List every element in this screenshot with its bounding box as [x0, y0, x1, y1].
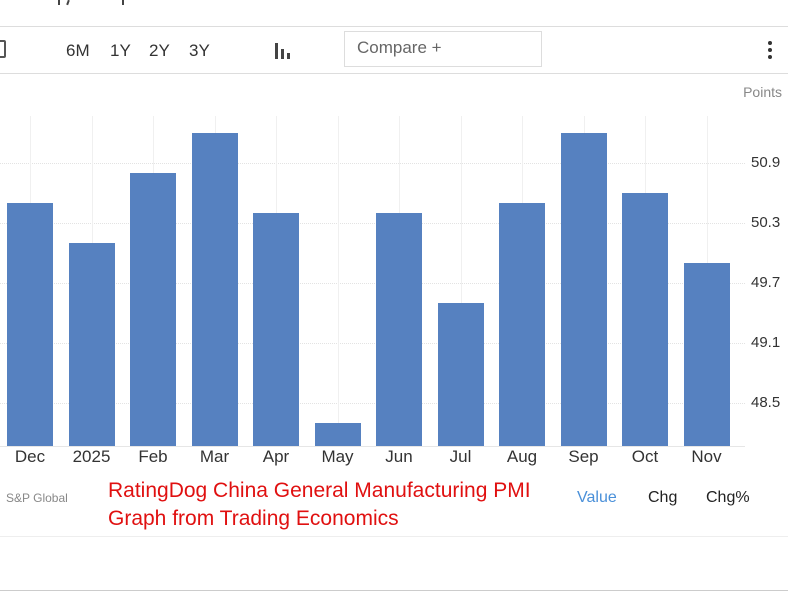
bar-2025[interactable] — [68, 243, 115, 446]
bar-mar[interactable] — [191, 133, 238, 446]
x-tick-label: Mar — [199, 447, 230, 466]
bar-chart-icon[interactable] — [274, 41, 292, 59]
y-tick-label: 49.7 — [751, 274, 781, 291]
tab-value[interactable]: Value — [577, 489, 617, 506]
gridline — [0, 163, 745, 164]
range-3y-button[interactable]: 3Y — [189, 41, 210, 60]
vertical-gridline — [337, 116, 339, 446]
y-axis-units: Points — [743, 84, 782, 100]
bar-may[interactable] — [314, 423, 361, 446]
bar-aug[interactable] — [499, 203, 545, 446]
x-tick-label: Jun — [385, 447, 413, 466]
gridline — [0, 283, 745, 284]
bar-feb[interactable] — [130, 173, 176, 446]
tab-chg-percent[interactable]: Chg% — [706, 489, 750, 506]
x-tick-label: 2025 — [72, 447, 111, 466]
calendar-icon[interactable] — [0, 40, 6, 58]
x-axis-line — [0, 446, 745, 447]
y-tick-label: 49.1 — [751, 334, 781, 351]
range-1y-button[interactable]: 1Y — [110, 41, 131, 60]
x-tick-label: Feb — [138, 447, 168, 466]
bar-chart-plot — [0, 116, 745, 446]
range-6m-button[interactable]: 6M — [66, 41, 90, 60]
x-tick-label: May — [321, 447, 354, 466]
bar-sep[interactable] — [560, 133, 607, 446]
x-tick-label: Dec — [14, 447, 46, 466]
compare-input[interactable]: Compare + — [344, 31, 542, 67]
bar-oct[interactable] — [622, 193, 668, 446]
tab-chg[interactable]: Chg — [648, 489, 678, 506]
x-tick-label: Aug — [506, 447, 538, 466]
divider — [0, 536, 788, 537]
vertical-gridline — [460, 116, 462, 446]
cropped-header-text — [0, 0, 788, 6]
caption-line-2: Graph from Trading Economics — [108, 507, 399, 530]
gridline — [0, 403, 745, 404]
more-vertical-icon[interactable] — [767, 41, 773, 59]
gridline — [0, 343, 745, 344]
caption-line-1: RatingDog China General Manufacturing PM… — [108, 479, 531, 502]
source-label: S&P Global — [6, 491, 68, 505]
divider — [0, 590, 788, 591]
chart-toolbar: 6M 1Y 2Y 3Y Compare + — [0, 26, 788, 74]
range-2y-button[interactable]: 2Y — [149, 41, 170, 60]
bar-jun[interactable] — [376, 213, 422, 446]
x-tick-label: Oct — [631, 447, 659, 466]
bar-nov[interactable] — [683, 263, 730, 446]
x-tick-label: Sep — [568, 447, 599, 466]
x-tick-label: Nov — [691, 447, 722, 466]
y-tick-label: 50.9 — [751, 154, 781, 171]
bar-jul[interactable] — [437, 303, 484, 446]
chart-caption: RatingDog China General Manufacturing PM… — [108, 477, 558, 533]
bar-apr[interactable] — [253, 213, 299, 446]
bar-dec[interactable] — [7, 203, 53, 446]
y-tick-label: 50.3 — [751, 214, 781, 231]
x-tick-label: Apr — [262, 447, 290, 466]
gridline — [0, 223, 745, 224]
y-tick-label: 48.5 — [751, 394, 781, 411]
x-tick-label: Jul — [449, 447, 472, 466]
